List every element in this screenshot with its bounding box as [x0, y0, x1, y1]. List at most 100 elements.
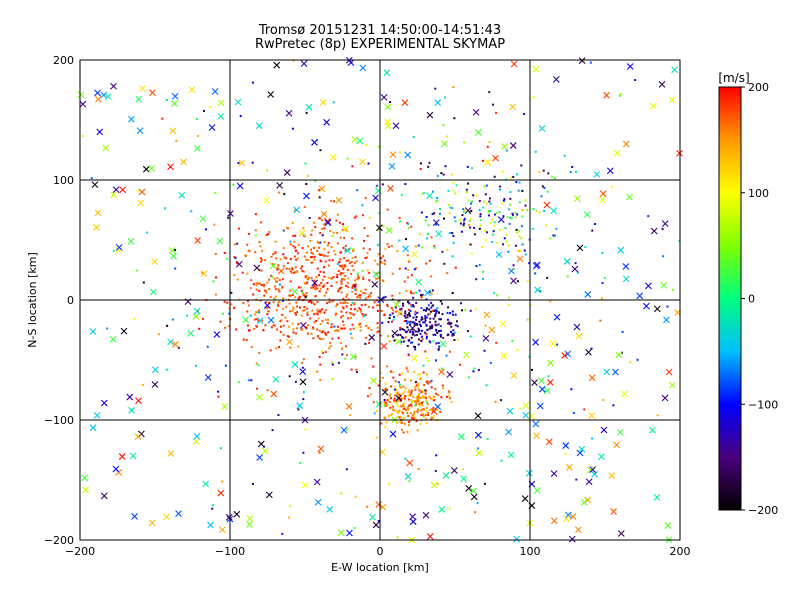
data-point: [420, 294, 423, 297]
data-point: [232, 183, 235, 186]
data-point: [546, 190, 549, 193]
data-point: [364, 196, 367, 199]
data-point: [412, 303, 415, 306]
data-point: [340, 282, 343, 285]
data-point: [385, 387, 388, 390]
data-point: [466, 165, 469, 168]
data-point: [255, 284, 258, 287]
data-point: [394, 306, 397, 309]
data-point: [372, 365, 375, 368]
data-marker: [584, 291, 592, 298]
data-marker: [285, 109, 293, 117]
data-point: [349, 311, 352, 314]
data-marker: [599, 190, 607, 198]
data-point: [272, 301, 275, 304]
data-marker: [396, 309, 404, 317]
data-point: [449, 206, 452, 209]
data-point: [334, 313, 337, 316]
data-point: [417, 398, 420, 401]
data-marker: [178, 191, 186, 199]
data-point: [366, 395, 369, 398]
data-point: [399, 220, 402, 223]
data-point: [282, 253, 285, 256]
data-marker: [207, 521, 214, 529]
data-point: [442, 387, 445, 390]
data-marker: [167, 450, 175, 457]
data-point: [401, 404, 404, 407]
data-point: [186, 314, 189, 317]
data-point: [423, 321, 426, 324]
data-point: [436, 409, 439, 412]
data-point: [310, 286, 313, 289]
data-point: [328, 347, 331, 350]
data-point: [307, 258, 310, 261]
data-point: [417, 244, 420, 247]
data-point: [467, 199, 470, 202]
data-point: [447, 306, 450, 309]
data-point: [319, 311, 322, 314]
data-point: [569, 171, 572, 174]
data-point: [291, 309, 294, 312]
data-point: [407, 415, 410, 418]
data-marker: [585, 348, 592, 356]
data-point: [312, 301, 315, 304]
data-point: [410, 305, 413, 308]
data-point: [414, 310, 417, 313]
data-marker: [148, 519, 156, 527]
data-point: [214, 252, 217, 255]
data-point: [484, 193, 487, 196]
data-marker: [500, 352, 508, 360]
data-marker: [612, 368, 619, 376]
data-point: [428, 290, 431, 293]
data-point: [275, 347, 278, 350]
data-point: [281, 313, 284, 316]
data-point: [327, 251, 330, 254]
data-point: [259, 221, 262, 224]
data-marker: [256, 393, 263, 401]
data-point: [407, 328, 410, 331]
data-point: [444, 165, 447, 168]
data-marker: [424, 289, 431, 297]
data-point: [401, 411, 404, 414]
data-point: [158, 333, 161, 336]
data-point: [428, 259, 431, 262]
data-marker: [509, 103, 517, 111]
data-point: [415, 384, 418, 387]
data-marker: [79, 100, 87, 108]
data-point: [319, 287, 322, 290]
data-point: [447, 189, 450, 192]
data-point: [302, 451, 305, 454]
data-point: [463, 219, 466, 222]
data-point: [454, 192, 457, 195]
data-point: [274, 252, 277, 255]
data-marker: [135, 397, 142, 405]
data-point: [164, 207, 167, 210]
data-point: [349, 414, 352, 417]
data-point: [295, 313, 298, 316]
data-point: [414, 388, 417, 391]
data-point: [390, 413, 393, 416]
data-point: [412, 331, 415, 334]
data-point: [517, 189, 520, 192]
data-marker: [549, 340, 557, 347]
data-point: [511, 212, 514, 215]
data-point: [247, 379, 250, 382]
data-point: [424, 396, 427, 399]
data-point: [488, 200, 491, 203]
data-point: [318, 274, 321, 277]
data-point: [296, 327, 299, 330]
data-point: [390, 245, 393, 248]
data-marker: [298, 229, 306, 237]
data-point: [367, 162, 370, 165]
data-point: [422, 400, 425, 403]
data-point: [402, 431, 405, 434]
data-marker: [148, 164, 155, 172]
data-point: [434, 333, 437, 336]
data-point: [408, 258, 411, 261]
data-point: [602, 399, 605, 402]
data-point: [540, 195, 543, 198]
data-marker: [484, 158, 492, 166]
data-marker: [658, 81, 666, 88]
data-point: [417, 343, 420, 346]
data-point: [341, 265, 344, 268]
